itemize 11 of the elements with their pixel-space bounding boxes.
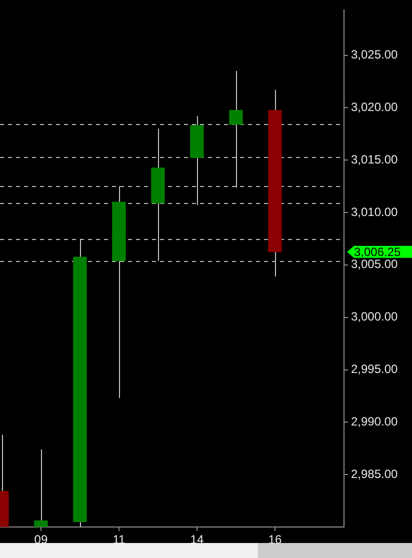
y-tick-label: 2,995.00 — [351, 362, 398, 376]
y-tick-label: 3,000.00 — [351, 310, 398, 324]
y-tick-label: 3,005.00 — [351, 257, 398, 272]
text: 3,006.25 — [354, 245, 402, 260]
y-tick-label: 3,025.00 — [351, 48, 398, 62]
y-tick-label: 3,015.00 — [351, 152, 398, 166]
candlestick — [34, 448, 48, 527]
y-tick-label: 2,985.00 — [351, 466, 398, 481]
y-tick-label: 2,990.00 — [351, 414, 398, 428]
y-tick-label: 3,010.00 — [351, 204, 398, 219]
y-tick-label: 3,020.00 — [351, 100, 398, 114]
